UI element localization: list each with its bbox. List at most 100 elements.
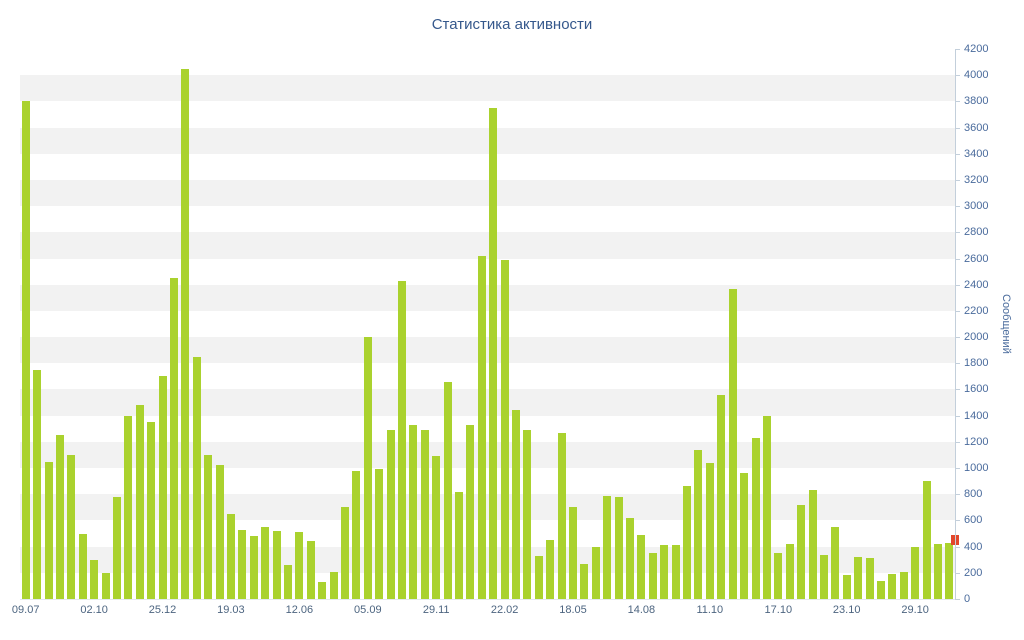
- bar[interactable]: [341, 507, 349, 599]
- bar[interactable]: [135, 405, 144, 599]
- bar[interactable]: [272, 530, 281, 599]
- bar[interactable]: [67, 455, 76, 599]
- y-tick-label: 2800: [964, 226, 989, 239]
- bar[interactable]: [785, 544, 794, 599]
- bar[interactable]: [569, 507, 577, 599]
- bar[interactable]: [660, 545, 669, 599]
- y-tick-mark: [955, 468, 960, 470]
- bar[interactable]: [181, 68, 190, 599]
- bar[interactable]: [523, 430, 532, 599]
- y-tick-label: 3400: [964, 147, 989, 160]
- bar[interactable]: [352, 470, 361, 599]
- y-tick-label: 1600: [964, 383, 989, 396]
- bar[interactable]: [112, 496, 121, 599]
- bar[interactable]: [249, 536, 258, 599]
- bar[interactable]: [614, 496, 623, 599]
- bar[interactable]: [899, 571, 908, 599]
- bar[interactable]: [591, 546, 600, 599]
- y-tick-label: 400: [964, 540, 983, 553]
- bar[interactable]: [158, 376, 167, 599]
- bar[interactable]: [933, 544, 942, 599]
- y-tick-mark: [955, 258, 960, 260]
- x-axis-label: 14.08: [627, 604, 656, 616]
- bar[interactable]: [534, 555, 543, 599]
- bar[interactable]: [762, 415, 771, 599]
- bar[interactable]: [443, 381, 452, 599]
- bar[interactable]: [683, 486, 691, 599]
- bar[interactable]: [101, 572, 110, 599]
- bar[interactable]: [124, 415, 133, 599]
- bar[interactable]: [797, 504, 806, 599]
- bar[interactable]: [774, 553, 783, 599]
- bar[interactable]: [637, 534, 646, 599]
- bar[interactable]: [945, 542, 954, 599]
- grid-band: [20, 49, 955, 76]
- bar[interactable]: [603, 495, 612, 599]
- bar[interactable]: [888, 574, 897, 599]
- bar[interactable]: [55, 435, 64, 599]
- bar[interactable]: [420, 430, 429, 599]
- y-tick-mark: [955, 153, 960, 155]
- bar[interactable]: [489, 107, 498, 599]
- bar[interactable]: [557, 432, 566, 599]
- bar[interactable]: [33, 369, 42, 599]
- bar[interactable]: [329, 571, 338, 599]
- x-axis-label: 11.10: [696, 604, 724, 616]
- bar[interactable]: [694, 449, 703, 599]
- bar[interactable]: [831, 527, 840, 599]
- bar[interactable]: [204, 455, 213, 599]
- bar[interactable]: [751, 437, 760, 599]
- bar[interactable]: [147, 422, 156, 599]
- bar[interactable]: [808, 490, 817, 599]
- bar[interactable]: [819, 554, 828, 599]
- bar[interactable]: [78, 533, 87, 599]
- bar[interactable]: [192, 356, 201, 599]
- bar[interactable]: [226, 513, 235, 599]
- bar[interactable]: [728, 288, 737, 599]
- bar[interactable]: [477, 255, 486, 599]
- bar[interactable]: [363, 337, 372, 599]
- bar[interactable]: [512, 410, 520, 599]
- bar[interactable]: [169, 278, 178, 599]
- bar[interactable]: [318, 582, 327, 599]
- bar[interactable]: [854, 557, 863, 599]
- x-axis-label: 25.12: [148, 604, 177, 616]
- bar[interactable]: [500, 259, 509, 599]
- bar[interactable]: [740, 473, 749, 599]
- bar[interactable]: [546, 540, 555, 599]
- bar[interactable]: [398, 280, 406, 599]
- bar[interactable]: [44, 461, 53, 599]
- bar[interactable]: [717, 394, 726, 599]
- bar[interactable]: [284, 565, 292, 599]
- bar[interactable]: [671, 545, 680, 599]
- bar[interactable]: [922, 481, 931, 599]
- bar[interactable]: [375, 469, 384, 599]
- y-tick-mark: [955, 75, 960, 77]
- bar[interactable]: [705, 462, 714, 599]
- y-axis-line: [955, 49, 956, 599]
- bar[interactable]: [432, 456, 441, 599]
- bar[interactable]: [865, 558, 874, 599]
- y-tick-label: 2000: [964, 331, 989, 344]
- bar[interactable]: [215, 465, 224, 599]
- grid-band: [20, 337, 955, 364]
- x-axis-label: 19.03: [217, 604, 245, 616]
- bar[interactable]: [261, 527, 270, 599]
- bar[interactable]: [626, 517, 634, 599]
- bar[interactable]: [842, 575, 851, 599]
- bar[interactable]: [580, 563, 589, 599]
- bar[interactable]: [876, 580, 885, 599]
- y-tick-mark: [955, 441, 960, 443]
- y-tick-mark: [955, 310, 960, 312]
- bar[interactable]: [455, 491, 463, 599]
- bar[interactable]: [295, 532, 304, 599]
- bar[interactable]: [386, 430, 395, 599]
- bar[interactable]: [466, 424, 475, 599]
- bar[interactable]: [306, 541, 315, 599]
- bar[interactable]: [238, 529, 247, 599]
- bar[interactable]: [911, 546, 920, 599]
- bar[interactable]: [90, 559, 99, 599]
- bar[interactable]: [21, 101, 30, 599]
- bar[interactable]: [409, 424, 418, 599]
- bar[interactable]: [648, 553, 657, 599]
